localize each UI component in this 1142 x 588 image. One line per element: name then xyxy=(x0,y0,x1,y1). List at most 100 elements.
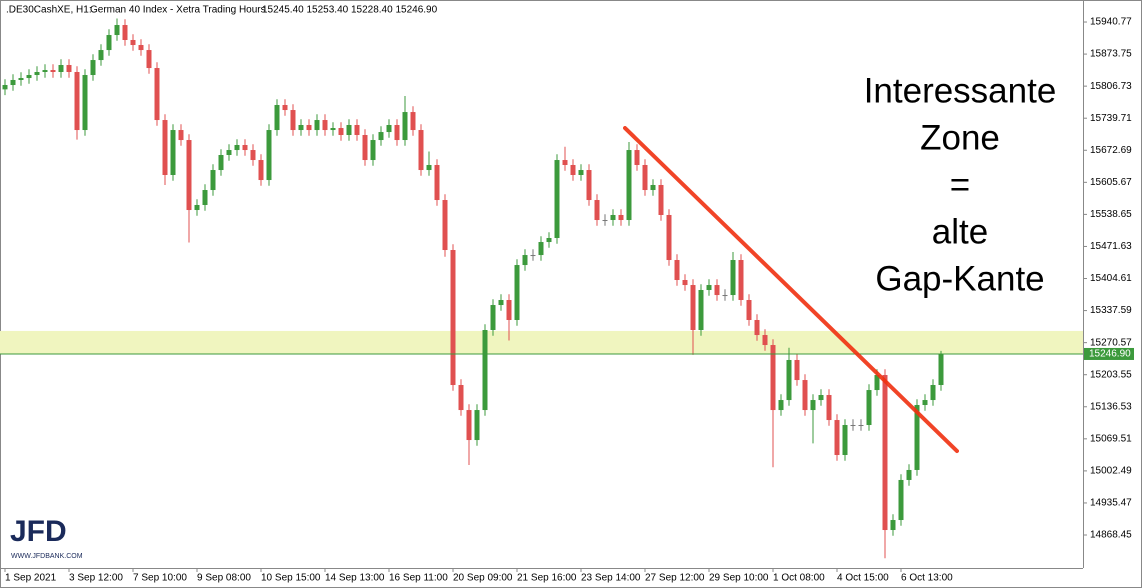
candle-body xyxy=(554,160,560,239)
candle-body xyxy=(450,250,456,386)
y-tick-label: 15538.65 xyxy=(1090,209,1132,220)
x-tick-label: 4 Oct 15:00 xyxy=(837,573,889,584)
y-tick-label: 15136.53 xyxy=(1090,401,1132,412)
candle-body xyxy=(74,71,80,131)
annotation-line: Gap-Kante xyxy=(875,259,1044,298)
candle-body xyxy=(266,130,272,181)
x-tick-label: 1 Sep 2021 xyxy=(5,573,57,584)
candle-body xyxy=(794,359,800,381)
candle-body xyxy=(282,105,288,111)
candle-body xyxy=(306,125,312,131)
candle-body xyxy=(522,255,528,266)
y-tick-label: 15270.57 xyxy=(1090,337,1132,348)
candle-body xyxy=(402,112,408,141)
candle-body xyxy=(298,125,304,131)
candle-body xyxy=(178,130,184,141)
annotation-line: Interessante xyxy=(864,71,1057,110)
candle-body xyxy=(418,130,424,171)
candle-body xyxy=(618,214,624,221)
candle-body xyxy=(858,425,864,427)
y-tick-label: 15404.61 xyxy=(1090,273,1132,284)
logo: JFD xyxy=(10,515,67,548)
candle-body xyxy=(122,25,128,40)
candle-body xyxy=(338,128,344,136)
candle-body xyxy=(290,110,296,131)
candle-body xyxy=(362,135,368,161)
candle-body xyxy=(650,184,656,191)
candle-body xyxy=(786,359,792,401)
candle-body xyxy=(386,125,392,133)
candle-body xyxy=(18,78,24,80)
x-tick-label: 9 Sep 08:00 xyxy=(197,573,251,584)
candle-body xyxy=(434,164,440,201)
price-label: 15246.90 xyxy=(1089,349,1131,360)
logo-url: WWW.JFDBANK.COM xyxy=(11,553,83,560)
y-tick-label: 14935.47 xyxy=(1090,498,1132,509)
candle-body xyxy=(938,353,944,386)
quote: 15245.40 15253.40 15228.40 15246.90 xyxy=(262,5,438,16)
candle-body xyxy=(546,238,552,243)
candle-body xyxy=(466,410,472,441)
candle-body xyxy=(82,75,88,131)
annotation-line: Zone xyxy=(920,118,1000,157)
gap-zone xyxy=(0,330,1083,354)
candle-body xyxy=(922,400,928,406)
y-tick-label: 15069.51 xyxy=(1090,433,1132,444)
candle-body xyxy=(866,390,872,426)
candle-body xyxy=(674,260,680,281)
x-tick-label: 21 Sep 16:00 xyxy=(517,573,577,584)
candle-body xyxy=(930,385,936,401)
x-tick-label: 1 Oct 08:00 xyxy=(773,573,825,584)
candle-body xyxy=(210,170,216,191)
candle-body xyxy=(658,184,664,215)
x-tick-label: 16 Sep 11:00 xyxy=(389,573,448,584)
candle-body xyxy=(130,39,136,46)
candle-body xyxy=(778,400,784,411)
y-tick-label: 15203.55 xyxy=(1090,369,1132,380)
candle-body xyxy=(10,79,16,86)
candle-body xyxy=(322,120,328,131)
candle-body xyxy=(90,60,96,76)
candle-body xyxy=(482,329,488,411)
candle-body xyxy=(842,425,848,456)
candle-body xyxy=(330,128,336,131)
candle-body xyxy=(746,300,752,320)
candle-body xyxy=(626,150,632,221)
x-tick-label: 27 Sep 12:00 xyxy=(645,573,705,584)
symbol: .DE30CashXE, H1: xyxy=(6,5,92,16)
candle-body xyxy=(610,214,616,221)
x-tick-label: 29 Sep 10:00 xyxy=(709,573,769,584)
candle-body xyxy=(906,469,912,480)
y-tick-label: 15605.67 xyxy=(1090,177,1132,188)
candle-body xyxy=(818,395,824,401)
candle-body xyxy=(578,170,584,175)
trendline xyxy=(623,126,959,454)
candle-body xyxy=(410,112,416,131)
candle-body xyxy=(66,65,72,72)
candle-body xyxy=(634,150,640,165)
candle-body xyxy=(762,335,768,346)
candle-body xyxy=(154,68,160,121)
annotation-line: alte xyxy=(932,212,988,251)
price-tag xyxy=(1084,347,1134,360)
candle-body xyxy=(570,164,576,175)
x-tick-label: 6 Oct 13:00 xyxy=(901,573,953,584)
y-tick-label: 15873.75 xyxy=(1090,49,1132,60)
candle-body xyxy=(666,214,672,261)
candle-body xyxy=(242,145,248,151)
y-tick-label: 15940.77 xyxy=(1090,17,1132,28)
candle-body xyxy=(370,140,376,161)
candle-body xyxy=(530,255,536,257)
candle-body xyxy=(562,160,568,165)
candle-body xyxy=(898,479,904,521)
candle-body xyxy=(754,319,760,336)
candle-body xyxy=(170,130,176,175)
candle-body xyxy=(258,160,264,181)
candle-body xyxy=(914,405,920,470)
candle-body xyxy=(250,150,256,161)
y-tick-label: 15471.63 xyxy=(1090,241,1132,252)
candle-body xyxy=(874,375,880,391)
candle-body xyxy=(314,120,320,131)
candle-body xyxy=(162,120,168,175)
candle-body xyxy=(810,400,816,411)
